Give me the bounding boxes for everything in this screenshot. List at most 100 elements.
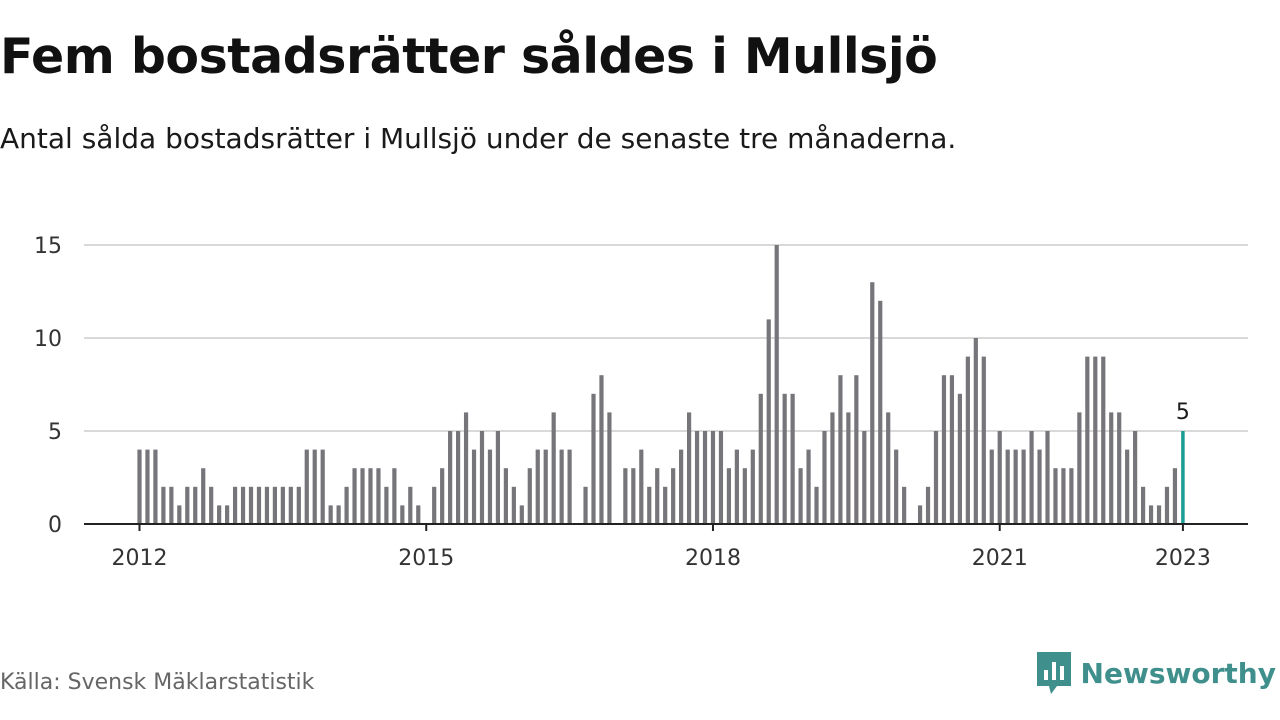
bar — [264, 486, 270, 524]
bar — [185, 486, 190, 524]
bar — [1093, 356, 1098, 524]
bar — [599, 375, 604, 524]
bar — [551, 412, 556, 524]
bar — [631, 468, 636, 524]
bar — [137, 449, 142, 524]
bar — [1069, 468, 1074, 524]
bar — [193, 486, 198, 524]
bar — [145, 449, 150, 524]
bar — [822, 431, 827, 524]
bar — [487, 449, 493, 524]
bar — [448, 431, 453, 524]
bar — [655, 468, 660, 524]
bar — [894, 449, 899, 524]
chart-subtitle: Antal sålda bostadsrätter i Mullsjö unde… — [0, 122, 957, 155]
x-tick-label: 2021 — [972, 546, 1028, 571]
bar — [567, 449, 572, 524]
bar — [782, 393, 787, 524]
bar — [503, 468, 508, 524]
bar — [1013, 449, 1018, 524]
bar — [886, 412, 891, 524]
bar — [384, 486, 389, 524]
bar — [973, 338, 978, 524]
bar — [392, 468, 397, 524]
bar — [583, 486, 588, 524]
bar — [408, 486, 413, 524]
bar — [774, 245, 779, 524]
bar — [917, 505, 923, 524]
bar — [870, 282, 875, 524]
bar — [225, 505, 230, 524]
bar — [1061, 468, 1066, 524]
bar — [376, 468, 381, 524]
source-note: Källa: Svensk Mäklarstatistik — [0, 670, 315, 695]
bar — [607, 412, 612, 524]
bar — [679, 449, 684, 524]
bar — [169, 486, 174, 524]
bar — [997, 431, 1002, 524]
bar — [663, 486, 668, 524]
bar — [1164, 486, 1170, 524]
bar — [647, 486, 652, 524]
bar — [416, 505, 421, 524]
bar — [639, 449, 644, 524]
bar — [288, 486, 293, 524]
x-tick-label: 2018 — [685, 546, 741, 571]
bar — [368, 468, 373, 524]
bar — [456, 431, 461, 524]
bar — [336, 505, 341, 524]
bar — [559, 449, 564, 524]
bar — [981, 356, 986, 524]
bar — [1140, 486, 1146, 524]
bar — [535, 449, 540, 524]
x-tick-label: 2015 — [398, 546, 454, 571]
last-value-label: 5 — [1176, 400, 1190, 425]
newsworthy-logo-icon — [1036, 652, 1071, 694]
bar — [989, 449, 994, 524]
bar — [965, 356, 970, 524]
bar — [671, 468, 676, 524]
bar — [240, 486, 246, 524]
bar — [878, 300, 883, 524]
brand-logo: Newsworthy — [1036, 652, 1276, 694]
bar — [1172, 468, 1178, 524]
bar — [360, 468, 365, 524]
bar — [591, 393, 596, 524]
bar — [328, 505, 333, 524]
bar — [352, 468, 357, 524]
bar — [527, 468, 532, 524]
bar — [750, 449, 755, 524]
bar — [1101, 356, 1106, 524]
bar — [838, 375, 843, 524]
bar — [400, 505, 405, 524]
bar — [798, 468, 803, 524]
bar — [161, 486, 166, 524]
bar — [1156, 505, 1162, 524]
bar — [177, 505, 182, 524]
bar — [1117, 412, 1122, 524]
bar — [862, 431, 867, 524]
bar — [511, 486, 516, 524]
bar — [272, 486, 278, 524]
bar — [694, 431, 700, 524]
bar — [280, 486, 285, 524]
bar — [766, 319, 771, 524]
highlighted-bar — [1181, 431, 1185, 524]
bar — [543, 449, 548, 524]
bar — [432, 486, 437, 524]
bar — [854, 375, 859, 524]
bar — [830, 412, 835, 524]
bar — [232, 486, 238, 524]
bar — [726, 468, 732, 524]
bar — [846, 412, 851, 524]
x-tick-label: 2023 — [1155, 546, 1211, 571]
bar — [710, 431, 716, 524]
x-tick-label: 2012 — [112, 546, 168, 571]
bar — [702, 431, 708, 524]
y-tick-label: 0 — [48, 513, 62, 538]
bar — [1148, 505, 1154, 524]
bar — [1053, 468, 1058, 524]
bar — [248, 486, 254, 524]
bar — [1077, 412, 1082, 524]
bar — [519, 505, 524, 524]
